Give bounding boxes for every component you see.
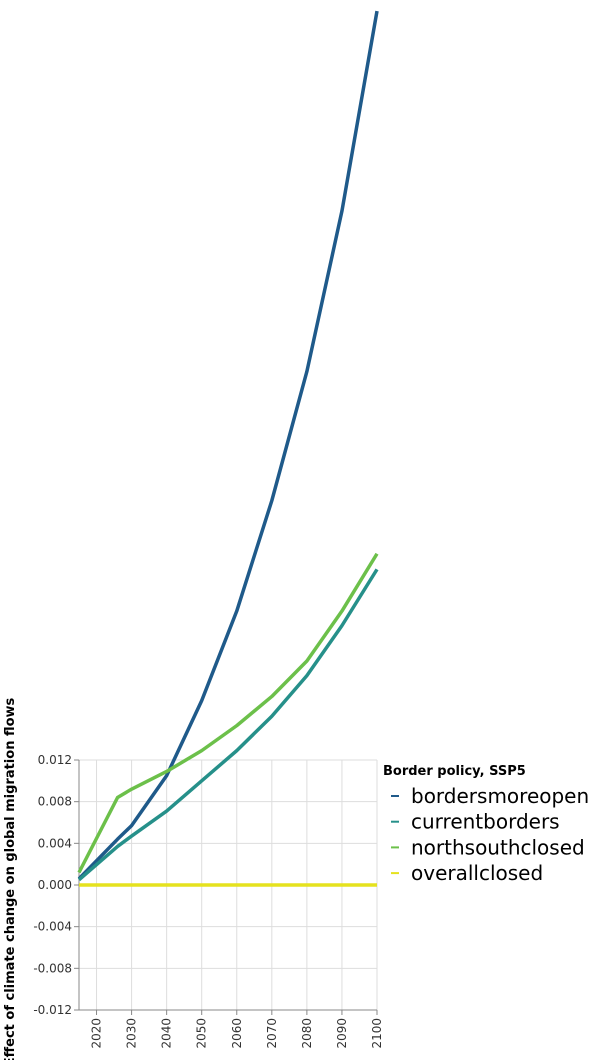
x-tick-label: 2050: [195, 1018, 209, 1049]
series-line: [77, 568, 379, 882]
x-tick-label: 2060: [230, 1018, 244, 1049]
legend-label: northsouthclosed: [411, 835, 585, 859]
y-tick-label: -0.004: [33, 920, 72, 934]
y-tick-label: 0.000: [38, 878, 72, 892]
x-tick-label: 2020: [90, 1018, 104, 1049]
y-tick-label: 0.012: [38, 753, 72, 767]
y-tick-label: -0.012: [33, 1003, 72, 1017]
x-tick-label: 2030: [125, 1018, 139, 1049]
x-tick-label: 2040: [160, 1018, 174, 1049]
legend-label: bordersmoreopen: [411, 784, 589, 808]
y-tick-label: -0.008: [33, 961, 72, 975]
y-tick-label: 0.004: [38, 836, 72, 850]
x-tick-label: 2090: [335, 1018, 349, 1049]
series-line: [77, 552, 379, 874]
x-tick-label: 2080: [300, 1018, 314, 1049]
legend-label: currentborders: [411, 810, 560, 834]
y-axis-title: Effect of climate change on global migra…: [3, 697, 18, 1060]
y-tick-label: 0.008: [38, 795, 72, 809]
series-line: [77, 10, 379, 880]
legend-title: Border policy, SSP5: [383, 764, 526, 779]
x-tick-label: 2100: [370, 1018, 384, 1049]
legend-label: overallclosed: [411, 861, 543, 885]
x-tick-label: 2070: [265, 1018, 279, 1049]
